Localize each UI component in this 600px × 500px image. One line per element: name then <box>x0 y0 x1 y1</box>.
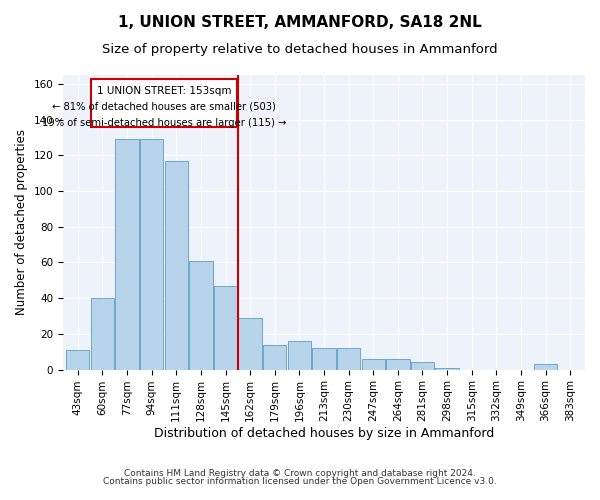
Bar <box>214 286 237 370</box>
FancyBboxPatch shape <box>91 78 236 127</box>
Bar <box>411 362 434 370</box>
Y-axis label: Number of detached properties: Number of detached properties <box>15 130 28 316</box>
Bar <box>436 368 459 370</box>
Bar <box>263 344 286 370</box>
Bar <box>164 160 188 370</box>
Bar <box>66 350 89 370</box>
Text: Contains HM Land Registry data © Crown copyright and database right 2024.: Contains HM Land Registry data © Crown c… <box>124 468 476 477</box>
Text: 1 UNION STREET: 153sqm: 1 UNION STREET: 153sqm <box>97 86 231 96</box>
Text: 19% of semi-detached houses are larger (115) →: 19% of semi-detached houses are larger (… <box>42 118 286 128</box>
Bar <box>287 341 311 370</box>
Bar <box>91 298 114 370</box>
Bar <box>313 348 336 370</box>
Bar <box>140 140 163 370</box>
Bar <box>386 359 410 370</box>
Text: Contains public sector information licensed under the Open Government Licence v3: Contains public sector information licen… <box>103 477 497 486</box>
Text: Size of property relative to detached houses in Ammanford: Size of property relative to detached ho… <box>102 42 498 56</box>
Text: ← 81% of detached houses are smaller (503): ← 81% of detached houses are smaller (50… <box>52 102 276 112</box>
Bar <box>238 318 262 370</box>
Bar <box>115 140 139 370</box>
X-axis label: Distribution of detached houses by size in Ammanford: Distribution of detached houses by size … <box>154 427 494 440</box>
Bar <box>362 359 385 370</box>
Bar <box>534 364 557 370</box>
Text: 1, UNION STREET, AMMANFORD, SA18 2NL: 1, UNION STREET, AMMANFORD, SA18 2NL <box>118 15 482 30</box>
Bar <box>337 348 361 370</box>
Bar <box>189 260 212 370</box>
